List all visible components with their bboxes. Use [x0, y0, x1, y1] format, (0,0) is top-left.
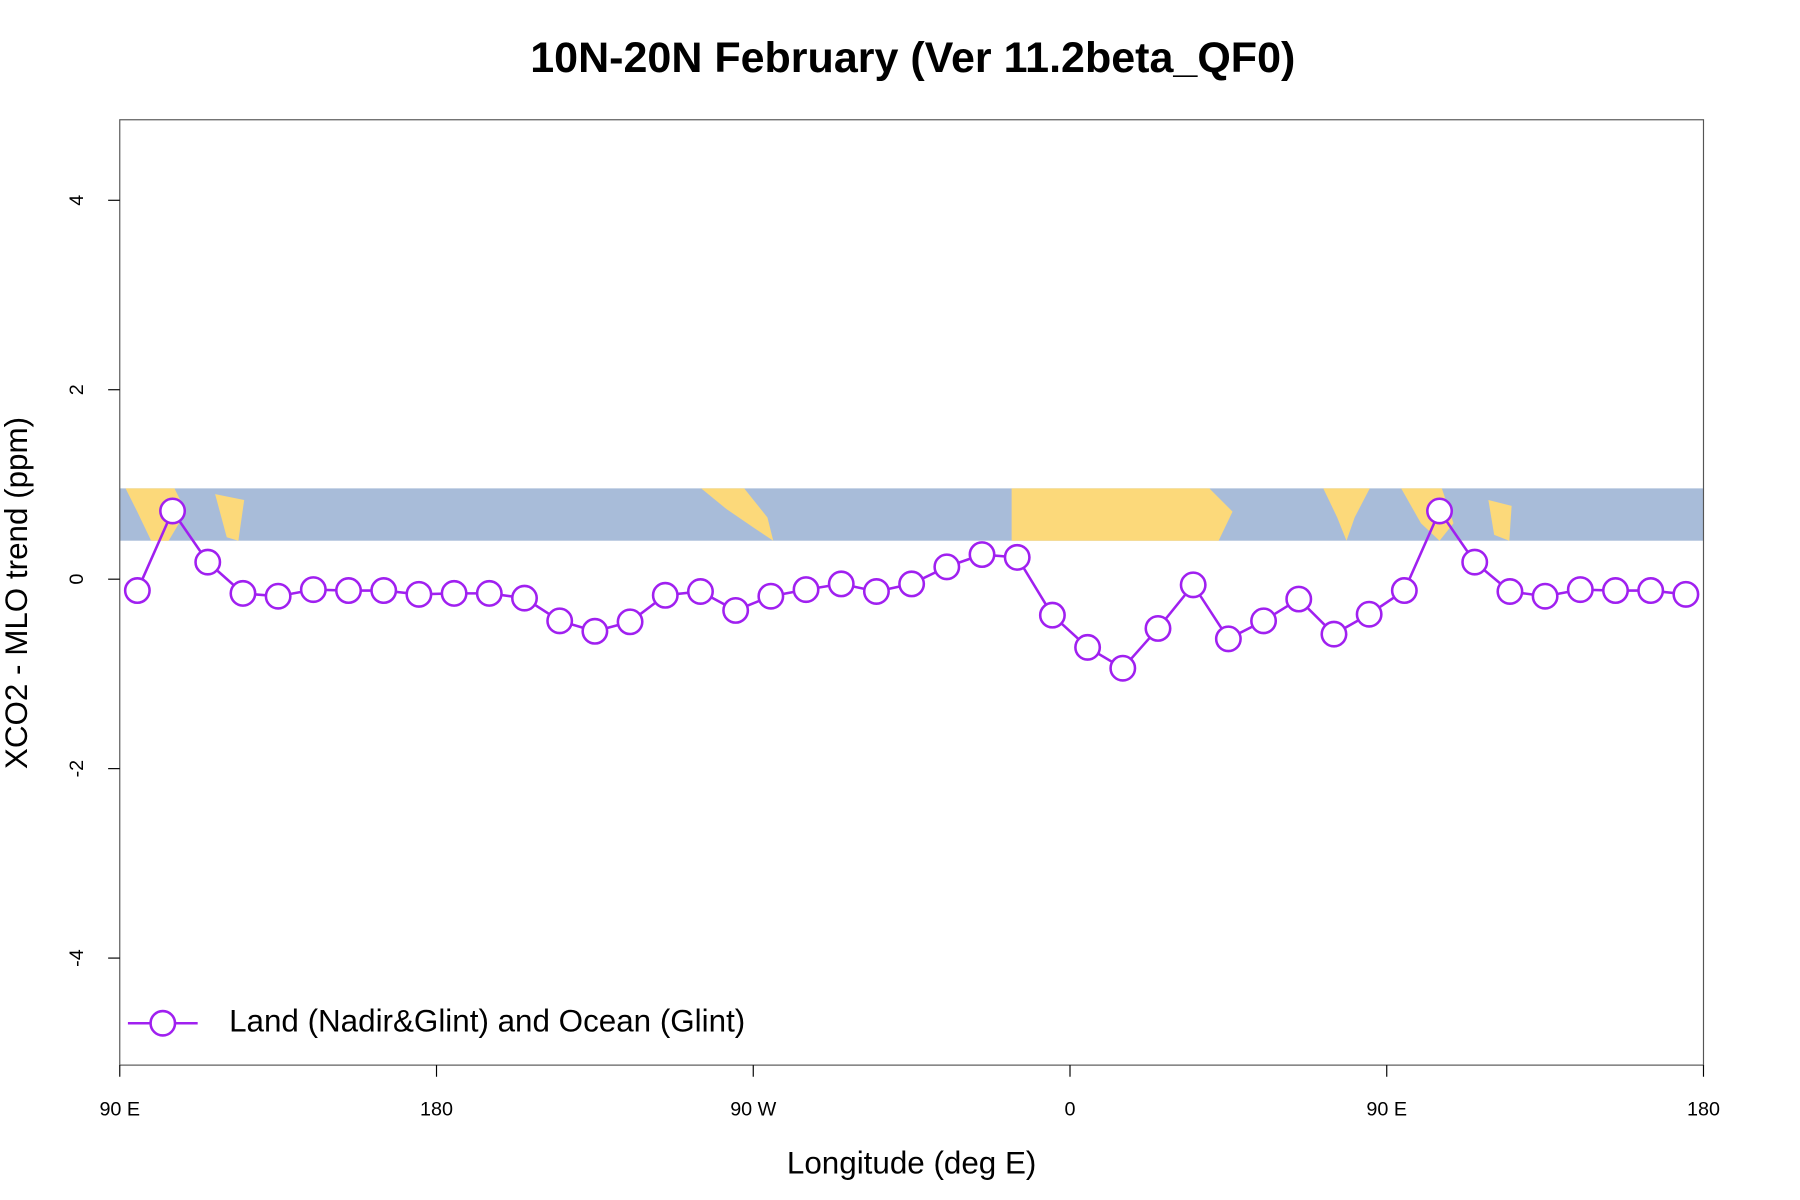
- point: [370, 577, 398, 605]
- y-tick-label: 2: [66, 384, 88, 395]
- legend-label: Land (Nadir&Glint) and Ocean (Glint): [229, 1004, 745, 1039]
- plot-frame: [119, 119, 1705, 1066]
- point: [264, 582, 292, 610]
- point: [1109, 654, 1137, 682]
- point: [722, 596, 750, 624]
- point: [299, 576, 327, 604]
- point: [546, 607, 574, 635]
- x-axis-label: Longitude (deg E): [787, 1145, 1036, 1180]
- point: [405, 580, 433, 608]
- point: [827, 570, 855, 598]
- point: [1496, 578, 1524, 605]
- x-tick-label: 90 E: [99, 1099, 140, 1121]
- point: [1531, 582, 1559, 610]
- y-tick-label: 0: [66, 574, 88, 585]
- point: [1461, 548, 1489, 576]
- x-tick-label: 0: [1065, 1099, 1076, 1121]
- point: [933, 553, 961, 581]
- point: [1602, 577, 1629, 605]
- point: [511, 584, 538, 612]
- point: [1038, 601, 1066, 629]
- point: [1285, 585, 1313, 613]
- x-tick-label: 90 W: [730, 1099, 776, 1121]
- point: [335, 577, 363, 605]
- point: [1672, 580, 1700, 608]
- point: [229, 579, 257, 607]
- point: [1566, 576, 1594, 604]
- point: [1003, 543, 1031, 571]
- point: [616, 608, 644, 636]
- y-tick-label: 4: [66, 195, 88, 206]
- point: [1390, 577, 1418, 605]
- x-tick-label: 180: [1687, 1099, 1720, 1121]
- point: [968, 541, 996, 569]
- point: [1144, 614, 1172, 642]
- point: [792, 576, 820, 604]
- point: [475, 579, 503, 607]
- point: [1426, 497, 1454, 525]
- point: [581, 617, 609, 645]
- point: [757, 582, 785, 610]
- point: [159, 497, 187, 525]
- chart-title: 10N-20N February (Ver 11.2beta_QF0): [530, 34, 1295, 82]
- point: [123, 577, 151, 605]
- y-tick-label: -4: [66, 949, 88, 967]
- point: [686, 578, 714, 605]
- point: [651, 581, 679, 609]
- x-tick-label: 90 E: [1366, 1099, 1407, 1121]
- legend-marker: [149, 1009, 177, 1037]
- point: [1214, 625, 1242, 653]
- point: [1355, 600, 1383, 628]
- x-tick-label: 180: [420, 1099, 453, 1121]
- y-axis-label: XCO2 - MLO trend (ppm): [0, 417, 34, 769]
- point: [1179, 571, 1207, 599]
- point: [1320, 620, 1348, 648]
- point: [862, 578, 890, 605]
- map-strip: [119, 488, 1704, 541]
- point: [898, 570, 926, 598]
- point: [1250, 607, 1278, 635]
- point: [1074, 633, 1102, 661]
- point: [194, 548, 222, 576]
- y-tick-label: -2: [66, 760, 88, 778]
- point: [440, 579, 468, 607]
- point: [1637, 577, 1665, 605]
